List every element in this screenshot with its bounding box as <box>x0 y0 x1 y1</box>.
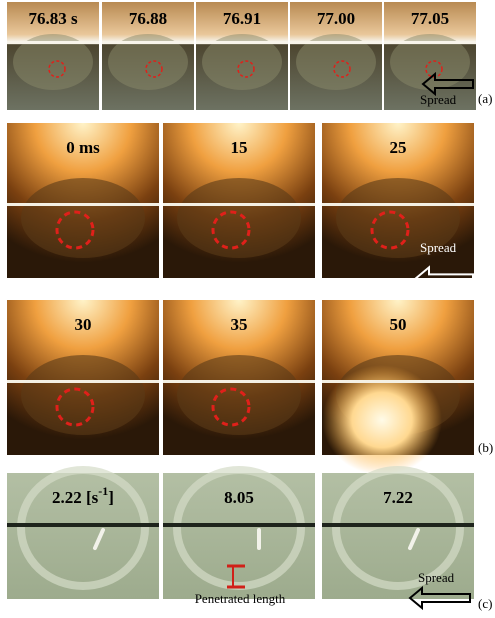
panel-label: (a) <box>478 91 492 106</box>
panel-label: (b) <box>478 440 493 455</box>
time-label: 0 ms <box>66 138 100 157</box>
interface-line <box>196 41 288 44</box>
time-label: 76.91 <box>223 9 261 28</box>
rate-label: 8.05 <box>224 488 254 507</box>
rate-superscript: -1 <box>98 484 108 498</box>
interface-line <box>163 203 315 206</box>
time-label: 76.83 s <box>28 9 78 28</box>
interface-line <box>163 380 315 383</box>
time-label: 15 <box>231 138 248 157</box>
rate-value: 2.22 [s <box>52 488 99 507</box>
interface-line <box>163 523 315 527</box>
interface-line <box>384 41 476 44</box>
interface-line <box>290 41 382 44</box>
arrow-label: Spread <box>420 240 457 255</box>
interface-line <box>7 203 159 206</box>
time-label: 35 <box>231 315 248 334</box>
droplet-bowl <box>177 355 301 435</box>
interface-line <box>7 41 99 44</box>
time-label: 50 <box>390 315 407 334</box>
interface-line <box>322 523 474 527</box>
time-label: 25 <box>390 138 407 157</box>
droplet-bowl <box>177 178 301 258</box>
figure: 76.83 s 76.88 76.91 77.00 77.05 Spread (a) 0 ms… <box>0 0 495 618</box>
interface-line <box>322 380 474 383</box>
interface-line <box>7 380 159 383</box>
arrow-label: Spread <box>418 570 455 585</box>
rate-label: 7.22 <box>383 488 413 507</box>
arrow-label: Spread <box>420 92 457 107</box>
interface-line <box>7 523 159 527</box>
interface-line <box>322 203 474 206</box>
rate-tail: ] <box>108 488 114 507</box>
time-label: 76.88 <box>129 9 167 28</box>
annotation: Penetrated length <box>195 591 286 606</box>
panel-label: (c) <box>478 596 492 611</box>
time-label: 77.00 <box>317 9 355 28</box>
time-label: 77.05 <box>411 9 449 28</box>
time-label: 30 <box>75 315 92 334</box>
interface-line <box>102 41 194 44</box>
droplet-bowl <box>21 178 145 258</box>
droplet-bowl <box>21 355 145 435</box>
